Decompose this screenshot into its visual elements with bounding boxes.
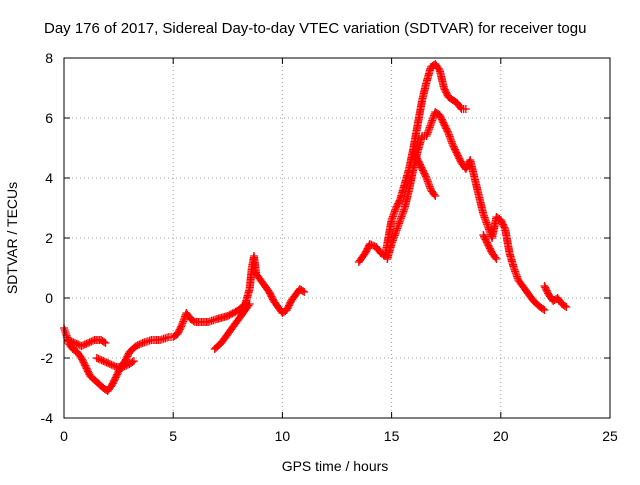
series-segment-1 — [60, 252, 309, 395]
series-segment-5 — [354, 60, 470, 266]
y-tick-label: 4 — [45, 170, 53, 186]
data-point — [560, 302, 569, 310]
data-point — [128, 358, 137, 366]
data-point — [540, 306, 549, 314]
y-axis-label: SDTVAR / TECUs — [4, 182, 20, 294]
y-tick-label: 0 — [45, 290, 53, 306]
data-point — [539, 305, 548, 313]
data-point — [430, 190, 439, 199]
data-point — [562, 303, 571, 311]
series-segment-2 — [64, 336, 110, 350]
x-tick-label: 25 — [602, 428, 618, 444]
x-tick-label: 0 — [60, 428, 68, 444]
series-segment-3 — [92, 354, 138, 371]
x-tick-label: 15 — [384, 428, 400, 444]
data-point — [298, 287, 307, 295]
data-point — [431, 192, 440, 200]
data-points — [60, 60, 571, 395]
series-segment-8 — [479, 231, 501, 263]
data-point — [300, 288, 309, 296]
data-point — [136, 339, 145, 348]
series-segment-6 — [383, 108, 549, 314]
x-tick-label: 10 — [275, 428, 291, 444]
x-axis-label: GPS time / hours — [282, 458, 389, 474]
data-point — [491, 253, 500, 262]
data-point — [129, 357, 138, 365]
chart-title: Day 176 of 2017, Sidereal Day-to-day VTE… — [44, 20, 586, 37]
x-tick-label: 5 — [169, 428, 177, 444]
data-point — [492, 255, 501, 263]
data-point — [100, 338, 109, 346]
data-point — [461, 105, 470, 113]
grid-lines — [64, 58, 610, 418]
series-segment-4 — [210, 300, 254, 353]
data-point — [61, 328, 70, 336]
data-point — [101, 339, 110, 347]
axis-ticks: 0 5 10 15 20 25 -4 -2 0 2 4 6 8 — [41, 50, 618, 444]
y-tick-label: -2 — [41, 350, 54, 366]
y-tick-label: -4 — [41, 410, 54, 426]
data-point — [244, 301, 253, 310]
series-segment-7 — [409, 147, 440, 200]
data-point — [60, 326, 69, 334]
data-point — [245, 300, 254, 308]
y-tick-label: 2 — [45, 230, 53, 246]
series-segment-9 — [540, 282, 571, 311]
y-tick-label: 8 — [45, 50, 53, 66]
x-tick-label: 20 — [493, 428, 509, 444]
y-tick-label: 6 — [45, 110, 53, 126]
